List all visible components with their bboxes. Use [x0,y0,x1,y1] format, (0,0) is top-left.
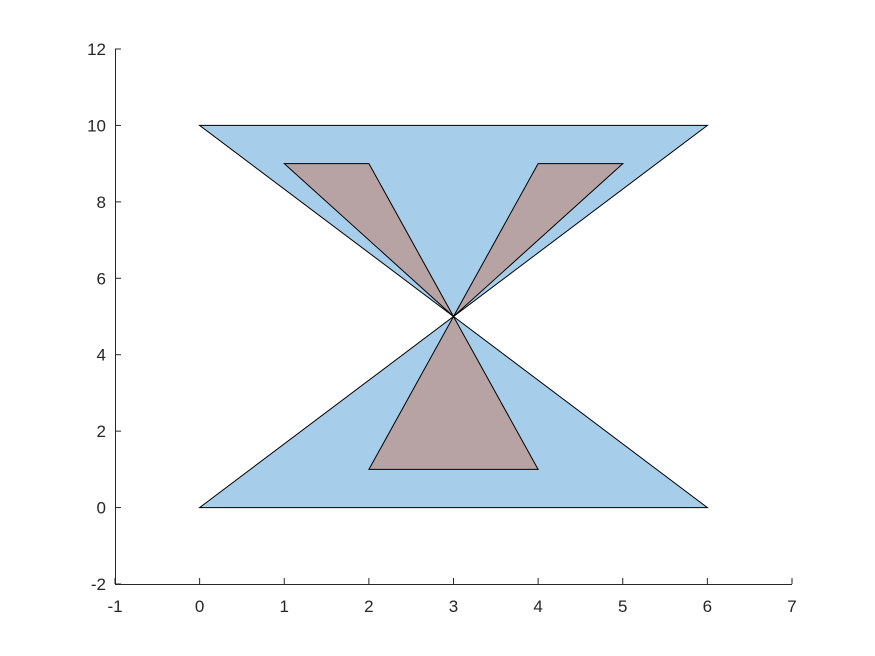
x-tick-label: 2 [364,597,373,616]
polygon-inner-top-left [283,163,454,317]
y-tick-label: -2 [91,575,106,594]
y-tick-label: 6 [97,269,106,288]
x-tick-label: 4 [533,597,542,616]
x-tick-label: 0 [195,597,204,616]
x-tick-label: 5 [618,597,627,616]
y-tick-label: 4 [97,346,106,365]
y-tick-label: 2 [97,422,106,441]
y-tick-label: 12 [87,40,106,59]
polygon-inner-top-right [453,163,625,317]
polygon-inner-bottom [368,315,539,470]
x-tick-label: 6 [703,597,712,616]
x-tick-label: -1 [107,597,122,616]
x-axis-ticks: -1 0 1 2 3 4 5 6 7 [107,578,797,616]
x-tick-label: 1 [280,597,289,616]
y-tick-label: 8 [97,193,106,212]
y-tick-label: 0 [97,499,106,518]
y-axis-ticks: -2 0 2 4 6 8 10 12 [87,40,121,594]
polygon-outer-top [198,124,709,318]
x-tick-label: 7 [787,597,796,616]
polygons-layer [198,124,709,509]
x-tick-label: 3 [449,597,458,616]
y-tick-label: 10 [87,116,106,135]
